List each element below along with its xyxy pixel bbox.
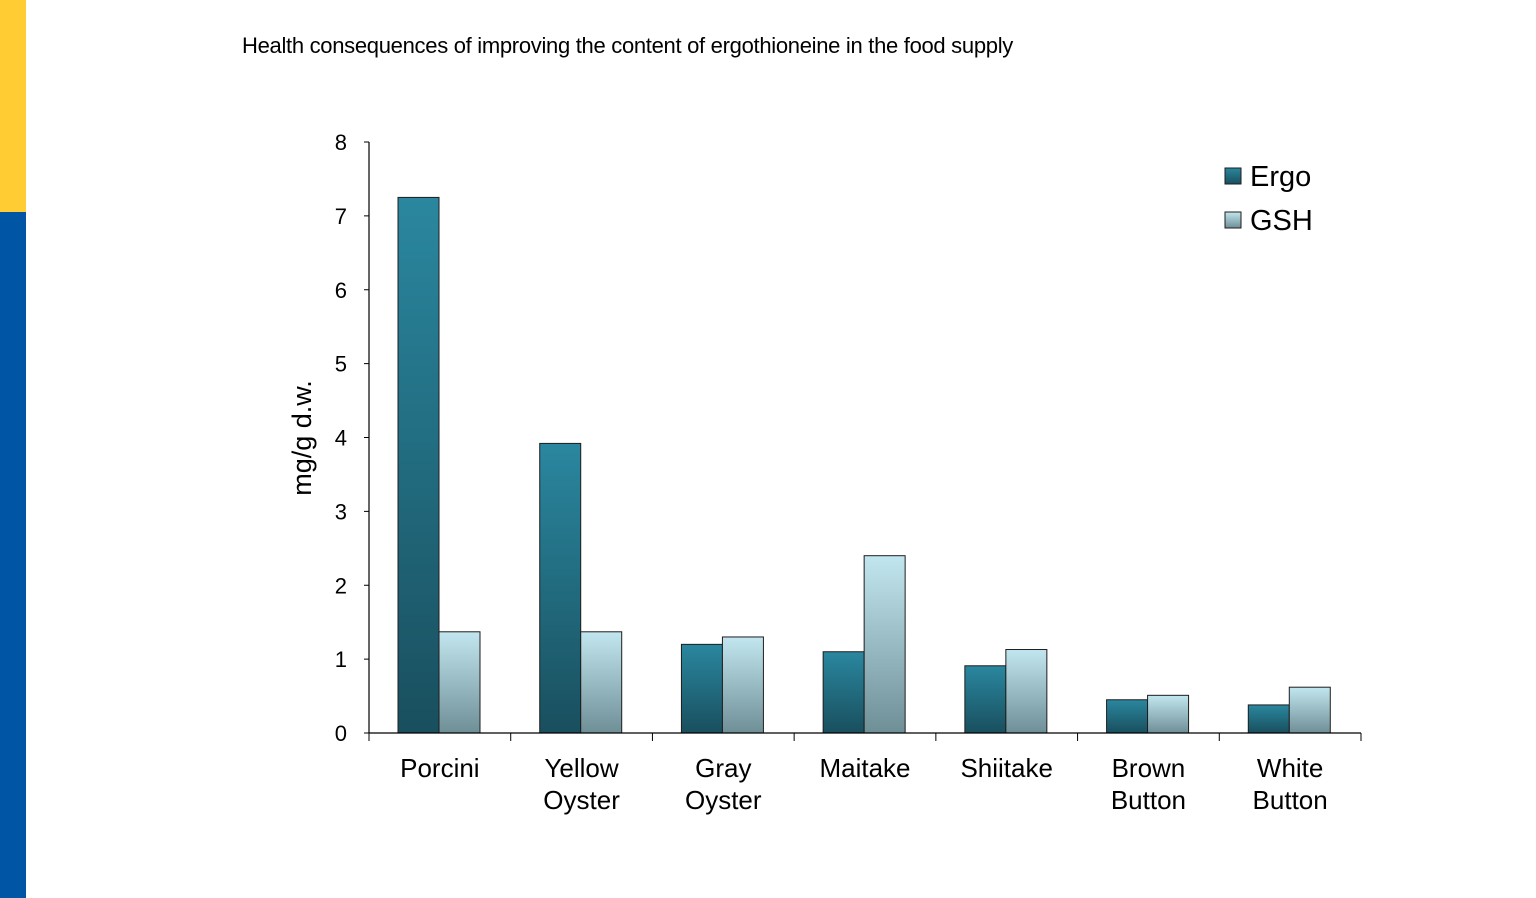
bar-gsh-2	[580, 631, 623, 734]
bar-ergo-3	[680, 643, 723, 734]
x-tick-label: Brown Button	[1111, 753, 1186, 815]
legend-label-ergo: Ergo	[1250, 161, 1311, 193]
bar-gsh-1	[438, 631, 481, 734]
bar-gsh-6	[1147, 694, 1190, 734]
bar-ergo-1	[397, 196, 440, 734]
bar-gsh-5	[1005, 649, 1048, 734]
accent-bar-blue	[0, 212, 26, 898]
y-tick-label: 1	[335, 647, 347, 672]
y-tick-label: 8	[335, 130, 347, 155]
y-tick-label: 7	[335, 204, 347, 229]
axes-layer: 0 1 2 3 4 5 6 7 8 Porcini Yellow Oyster Gray Oyster Ma…	[287, 130, 1362, 815]
x-tick-label: Shiitake	[960, 753, 1053, 783]
y-tick-label: 2	[335, 573, 347, 598]
bar-ergo-6	[1106, 699, 1149, 734]
x-tick-label: White Button	[1253, 753, 1328, 815]
legend-swatch-ergo	[1224, 167, 1242, 185]
bar-gsh-3	[721, 636, 764, 734]
accent-bar-yellow	[0, 0, 26, 212]
bar-ergo-7	[1247, 704, 1290, 734]
bars-layer	[397, 196, 1331, 734]
x-tick-label: Gray Oyster	[685, 753, 762, 815]
bar-gsh-4	[863, 555, 906, 734]
x-tick-label: Porcini	[400, 753, 479, 783]
y-tick-label: 5	[335, 352, 347, 377]
legend: Ergo GSH	[1224, 161, 1313, 237]
legend-label-gsh: GSH	[1250, 205, 1313, 237]
y-tick-label: 4	[335, 426, 347, 451]
x-tick-label: Maitake	[819, 753, 910, 783]
bar-gsh-7	[1288, 686, 1331, 734]
bar-ergo-2	[539, 442, 582, 734]
y-tick-label: 3	[335, 499, 347, 524]
y-axis-title: mg/g d.w.	[287, 380, 317, 496]
slide-title: Health consequences of improving the con…	[242, 33, 1013, 58]
bar-ergo-4	[822, 651, 865, 734]
bar-ergo-5	[964, 665, 1007, 734]
y-tick-label: 0	[335, 721, 347, 746]
legend-swatch-gsh	[1224, 211, 1242, 229]
x-tick-label: Yellow Oyster	[543, 753, 620, 815]
y-tick-label: 6	[335, 278, 347, 303]
